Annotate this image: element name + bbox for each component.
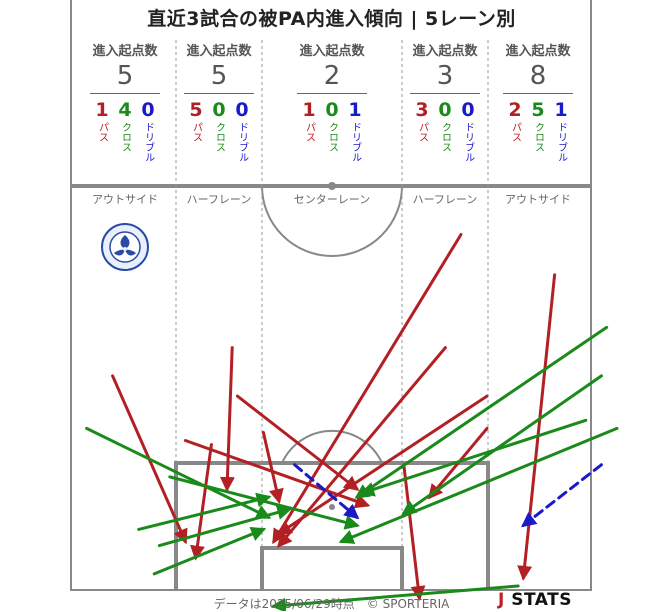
dribble-label: ドリブル bbox=[555, 122, 567, 162]
lane-name-halfspace-left: ハーフレーン bbox=[186, 193, 252, 206]
dribble-count: 0 bbox=[235, 99, 249, 121]
footer-note: データは2025/06/29時点 © SPORTERIA bbox=[213, 597, 450, 611]
lane-total: 5 bbox=[116, 61, 134, 91]
cross-label: クロス bbox=[119, 122, 131, 152]
pass-label: パス bbox=[96, 122, 108, 142]
pass-count: 1 bbox=[302, 99, 316, 121]
pass-label: パス bbox=[303, 122, 315, 142]
dribble-label: ドリブル bbox=[349, 122, 361, 162]
dribble-count: 0 bbox=[141, 99, 155, 121]
center-spot bbox=[328, 182, 336, 190]
pass-arrow-5 bbox=[235, 394, 360, 491]
lane-total: 2 bbox=[323, 61, 341, 91]
pass-arrow-7 bbox=[272, 232, 463, 545]
cross-label: クロス bbox=[439, 122, 451, 152]
arrows-layer bbox=[85, 232, 619, 611]
center-circle bbox=[261, 185, 403, 257]
cross-arrow-20 bbox=[338, 426, 619, 544]
lane-name-center: センターレーン bbox=[293, 193, 371, 206]
lane-name-outside-right: アウトサイド bbox=[505, 193, 571, 206]
lane-header-label: 進入起点数 bbox=[186, 44, 252, 59]
cross-count: 0 bbox=[438, 99, 452, 121]
dribble-label: ドリブル bbox=[236, 122, 248, 162]
jstats-brand: J STATS bbox=[498, 590, 572, 610]
cross-count: 0 bbox=[212, 99, 226, 121]
cross-arrow-18 bbox=[354, 325, 609, 499]
dribble-arrow-24 bbox=[521, 463, 603, 528]
penalty-arc bbox=[281, 429, 383, 464]
cross-arrow-21 bbox=[359, 418, 588, 497]
dribble-arrow-23 bbox=[293, 463, 360, 520]
pass-label: パス bbox=[509, 122, 521, 142]
lane-header-halfspace-left: 進入起点数 5 5 パス 0 クロス 0 ドリブル bbox=[177, 40, 261, 162]
pass-arrow-2 bbox=[219, 346, 235, 492]
pass-arrow-3 bbox=[190, 443, 213, 561]
cross-arrow-17 bbox=[137, 492, 272, 531]
lane-header-label: 進入起点数 bbox=[505, 44, 571, 59]
cross-arrow-15 bbox=[157, 505, 293, 548]
lane-total: 3 bbox=[436, 61, 454, 91]
cross-arrow-19 bbox=[401, 374, 603, 515]
pass-label: パス bbox=[190, 122, 202, 142]
penalty-box bbox=[174, 461, 490, 590]
cross-label: クロス bbox=[532, 122, 544, 152]
lane-rule bbox=[184, 93, 254, 94]
pass-count: 1 bbox=[95, 99, 109, 121]
pass-arrow-6 bbox=[261, 430, 284, 505]
lane-header-outside-right: 進入起点数 8 2 パス 5 クロス 1 ドリブル bbox=[492, 40, 584, 162]
pass-label: パス bbox=[416, 122, 428, 142]
cross-label: クロス bbox=[326, 122, 338, 152]
cross-arrow-22 bbox=[270, 584, 520, 611]
lane-header-halfspace-right: 進入起点数 3 3 パス 0 クロス 0 ドリブル bbox=[403, 40, 487, 162]
lane-rule bbox=[503, 93, 573, 94]
lane-header-label: 進入起点数 bbox=[299, 44, 365, 59]
cross-count: 0 bbox=[325, 99, 339, 121]
lane-rule bbox=[297, 93, 367, 94]
lane-header-label: 進入起点数 bbox=[412, 44, 478, 59]
mito-hollyhock-crest-icon bbox=[101, 223, 149, 271]
lane-total: 5 bbox=[210, 61, 228, 91]
cross-count: 4 bbox=[118, 99, 132, 121]
cross-label: クロス bbox=[213, 122, 225, 152]
cross-arrow-13 bbox=[85, 426, 272, 519]
brand-text: STATS bbox=[511, 590, 572, 610]
pass-arrow-12 bbox=[402, 463, 426, 602]
lane-rule bbox=[90, 93, 160, 94]
penalty-spot bbox=[329, 504, 335, 510]
page-title: 直近3試合の被PA内進入傾向 | 5レーン別 bbox=[147, 8, 516, 30]
pass-count: 2 bbox=[508, 99, 522, 121]
lane-rule bbox=[410, 93, 480, 94]
pitch-frame bbox=[70, 0, 592, 591]
pass-count: 5 bbox=[189, 99, 203, 121]
goal-area bbox=[260, 546, 404, 590]
dribble-label: ドリブル bbox=[142, 122, 154, 162]
pass-arrow-9 bbox=[276, 394, 489, 536]
lane-total: 8 bbox=[529, 61, 547, 91]
lane-name-outside-left: アウトサイド bbox=[92, 193, 158, 206]
cross-count: 5 bbox=[531, 99, 545, 121]
dribble-count: 0 bbox=[461, 99, 475, 121]
pass-arrow-11 bbox=[517, 273, 557, 581]
dribble-label: ドリブル bbox=[462, 122, 474, 162]
lane-name-halfspace-right: ハーフレーン bbox=[412, 193, 478, 206]
dribble-count: 1 bbox=[554, 99, 568, 121]
brand-mark: J bbox=[498, 590, 505, 610]
lane-header-outside-left: 進入起点数 5 1 パス 4 クロス 0 ドリブル bbox=[80, 40, 170, 162]
dribble-count: 1 bbox=[348, 99, 362, 121]
lane-header-center: 進入起点数 2 1 パス 0 クロス 1 ドリブル bbox=[263, 40, 401, 162]
cross-arrow-16 bbox=[152, 526, 267, 576]
lane-header-label: 進入起点数 bbox=[92, 44, 158, 59]
pass-count: 3 bbox=[415, 99, 429, 121]
